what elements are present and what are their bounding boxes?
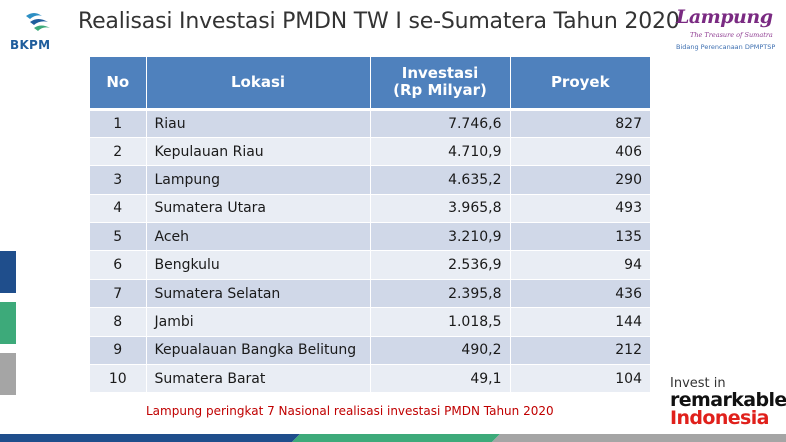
cell-investasi: 2.536,9: [370, 250, 511, 280]
side-tab-navy: [0, 251, 16, 293]
lampung-tagline: The Treasure of Sumatra: [690, 31, 773, 39]
cell-no: 10: [90, 364, 147, 394]
table-row: 3 Lampung 4.635,2 290: [90, 165, 650, 195]
cell-lokasi: Aceh: [146, 222, 371, 252]
cell-lokasi: Bengkulu: [146, 250, 371, 280]
cell-investasi: 4.635,2: [370, 165, 511, 195]
cell-lokasi: Sumatera Utara: [146, 194, 371, 224]
header-investasi: Investasi (Rp Milyar): [370, 57, 511, 111]
bottom-stripe: [0, 434, 786, 442]
lampung-logo-word: Lampung: [676, 6, 773, 28]
cell-investasi: 49,1: [370, 364, 511, 394]
cell-investasi: 7.746,6: [370, 109, 511, 138]
cell-proyek: 104: [510, 364, 650, 394]
cell-proyek: 290: [510, 165, 650, 195]
header-investasi-line1: Investasi: [401, 64, 479, 82]
bkpm-logo-text: BKPM: [10, 38, 51, 52]
cell-proyek: 406: [510, 137, 650, 167]
cell-proyek: 144: [510, 307, 650, 337]
cell-proyek: 212: [510, 336, 650, 366]
cell-no: 9: [90, 336, 147, 366]
investment-table: No Lokasi Investasi (Rp Milyar) Proyek 1…: [90, 57, 650, 394]
cell-investasi: 3.210,9: [370, 222, 511, 252]
cell-lokasi: Riau: [146, 109, 371, 138]
table-row: 1 Riau 7.746,6 827: [90, 109, 650, 138]
cell-proyek: 94: [510, 250, 650, 280]
lampung-dept-label: Bidang Perencanaan DPMPTSP: [676, 43, 776, 51]
brand-line-2: remarkable: [670, 389, 786, 411]
side-tab-green: [0, 302, 16, 344]
cell-investasi: 2.395,8: [370, 279, 511, 309]
lampung-logo: Lampung The Treasure of Sumatra Bidang P…: [672, 4, 782, 56]
cell-lokasi: Lampung: [146, 165, 371, 195]
cell-no: 5: [90, 222, 147, 252]
cell-investasi: 3.965,8: [370, 194, 511, 224]
cell-proyek: 135: [510, 222, 650, 252]
table-row: 10 Sumatera Barat 49,1 104: [90, 364, 650, 394]
cell-no: 6: [90, 250, 147, 280]
table-row: 9 Kepualauan Bangka Belitung 490,2 212: [90, 336, 650, 366]
cell-lokasi: Jambi: [146, 307, 371, 337]
table-header-row: No Lokasi Investasi (Rp Milyar) Proyek: [90, 57, 650, 111]
cell-proyek: 436: [510, 279, 650, 309]
bkpm-logo: BKPM: [10, 10, 66, 56]
side-tab-gray: [0, 353, 16, 395]
brand-line-1: Invest in: [670, 376, 726, 391]
table-row: 4 Sumatera Utara 3.965,8 493: [90, 194, 650, 224]
table-row: 8 Jambi 1.018,5 144: [90, 307, 650, 337]
cell-lokasi: Sumatera Selatan: [146, 279, 371, 309]
page-title: Realisasi Investasi PMDN TW I se-Sumater…: [78, 9, 680, 34]
cell-investasi: 490,2: [370, 336, 511, 366]
header-investasi-line2: (Rp Milyar): [393, 81, 487, 100]
cell-investasi: 1.018,5: [370, 307, 511, 337]
cell-no: 4: [90, 194, 147, 224]
cell-lokasi: Kepualauan Bangka Belitung: [146, 336, 371, 366]
header-no: No: [90, 57, 147, 111]
table-row: 2 Kepulauan Riau 4.710,9 406: [90, 137, 650, 167]
brand-line-3: Indonesia: [670, 407, 770, 429]
cell-no: 1: [90, 109, 147, 138]
footnote: Lampung peringkat 7 Nasional realisasi i…: [146, 404, 554, 418]
table-row: 7 Sumatera Selatan 2.395,8 436: [90, 279, 650, 309]
table-row: 5 Aceh 3.210,9 135: [90, 222, 650, 252]
cell-no: 7: [90, 279, 147, 309]
header-proyek: Proyek: [510, 57, 650, 111]
cell-lokasi: Kepulauan Riau: [146, 137, 371, 167]
bkpm-emblem-icon: [26, 13, 50, 31]
cell-proyek: 493: [510, 194, 650, 224]
cell-no: 3: [90, 165, 147, 195]
table-row: 6 Bengkulu 2.536,9 94: [90, 250, 650, 280]
cell-investasi: 4.710,9: [370, 137, 511, 167]
cell-no: 8: [90, 307, 147, 337]
header-lokasi: Lokasi: [146, 57, 371, 111]
cell-lokasi: Sumatera Barat: [146, 364, 371, 394]
cell-no: 2: [90, 137, 147, 167]
cell-proyek: 827: [510, 109, 650, 138]
invest-remarkable-indonesia-logo: Invest in remarkable Indonesia: [670, 376, 786, 429]
